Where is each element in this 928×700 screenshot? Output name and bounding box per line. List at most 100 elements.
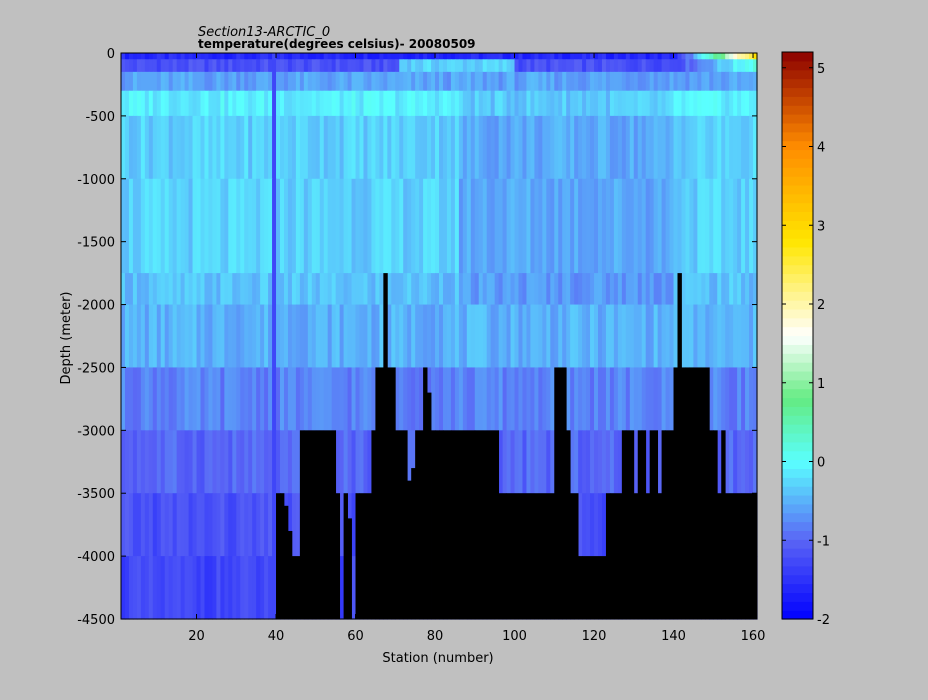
heatmap-cell xyxy=(685,71,691,92)
heatmap-cell xyxy=(645,273,651,306)
heatmap-cell xyxy=(256,53,261,60)
heatmap-cell xyxy=(252,53,257,60)
heatmap-cell xyxy=(558,178,563,274)
heatmap-cell xyxy=(427,71,432,92)
heatmap-cell xyxy=(212,430,217,494)
heatmap-cell xyxy=(566,273,571,306)
heatmap-cell xyxy=(351,493,357,557)
heatmap-cell xyxy=(733,53,738,60)
heatmap-cell xyxy=(395,273,400,306)
heatmap-cell xyxy=(657,430,663,494)
heatmap-cell xyxy=(132,71,138,92)
heatmap-cell xyxy=(319,90,325,117)
heatmap-cell xyxy=(268,178,273,274)
heatmap-cell xyxy=(665,59,671,73)
heatmap-cell xyxy=(363,115,369,180)
heatmap-cell xyxy=(268,304,273,369)
heatmap-cell xyxy=(526,367,532,431)
heatmap-cell xyxy=(339,367,345,431)
heatmap-cell xyxy=(450,178,456,274)
heatmap-cell xyxy=(403,304,408,369)
heatmap-cell xyxy=(307,178,313,274)
colorbar-swatch xyxy=(782,548,813,558)
y-tick-label: -2500 xyxy=(77,361,115,376)
heatmap-cell xyxy=(291,178,297,274)
heatmap-cell xyxy=(164,273,170,306)
colorbar-swatch xyxy=(782,362,813,372)
y-tick-label: -4000 xyxy=(77,550,115,565)
heatmap-cell xyxy=(705,273,710,306)
heatmap-cell xyxy=(351,115,357,180)
heatmap-cell xyxy=(359,304,365,369)
heatmap-cell xyxy=(172,556,178,620)
heatmap-cell xyxy=(399,71,404,92)
heatmap-cell xyxy=(637,367,643,431)
x-tick-label: 40 xyxy=(268,629,285,644)
heatmap-cell xyxy=(140,53,146,60)
heatmap-cell xyxy=(701,90,706,117)
heatmap-cell xyxy=(439,71,444,92)
heatmap-cell xyxy=(164,493,170,557)
heatmap-cell xyxy=(311,90,317,117)
heatmap-cell xyxy=(387,59,392,73)
heatmap-cell xyxy=(224,178,229,274)
heatmap-cell xyxy=(665,273,671,306)
heatmap-cell xyxy=(419,71,424,92)
heatmap-cell xyxy=(351,367,357,431)
heatmap-cell xyxy=(554,115,559,180)
heatmap-cell xyxy=(558,304,563,369)
heatmap-cell xyxy=(124,430,130,494)
heatmap-cell xyxy=(685,304,691,369)
heatmap-cell xyxy=(601,59,607,73)
heatmap-cell xyxy=(502,90,508,117)
heatmap-cell xyxy=(264,115,269,180)
heatmap-cell xyxy=(224,53,229,60)
heatmap-cell xyxy=(737,53,742,60)
colorbar-swatch xyxy=(782,308,813,319)
heatmap-cell xyxy=(359,367,365,431)
heatmap-cell xyxy=(331,90,337,117)
heatmap-cell xyxy=(617,430,623,494)
heatmap-cell xyxy=(458,71,464,92)
heatmap-cell xyxy=(128,53,134,60)
heatmap-cell xyxy=(164,53,170,60)
heatmap-cell xyxy=(164,304,170,369)
heatmap-cell xyxy=(717,367,722,431)
heatmap-cell xyxy=(140,115,146,180)
heatmap-cell xyxy=(140,178,146,274)
heatmap-cell xyxy=(367,115,373,180)
heatmap-cell xyxy=(673,115,679,180)
heatmap-cell xyxy=(379,273,384,306)
heatmap-cell xyxy=(510,90,516,117)
heatmap-cell xyxy=(633,115,639,180)
heatmap-cell xyxy=(144,59,150,73)
heatmap-cell xyxy=(236,53,241,60)
heatmap-cell xyxy=(407,90,412,117)
heatmap-cell xyxy=(295,115,301,180)
heatmap-cell xyxy=(598,178,603,274)
heatmap-cell xyxy=(498,71,504,92)
heatmap-cell xyxy=(442,90,448,117)
colorbar-swatch xyxy=(782,140,813,151)
heatmap-cell xyxy=(283,71,289,92)
heatmap-cell xyxy=(613,178,619,274)
heatmap-cell xyxy=(685,59,691,73)
heatmap-cell xyxy=(725,90,730,117)
heatmap-cell xyxy=(224,90,229,117)
heatmap-cell xyxy=(144,493,150,557)
heatmap-cell xyxy=(645,71,651,92)
heatmap-cell xyxy=(645,115,651,180)
heatmap-cell xyxy=(252,59,257,73)
heatmap-cell xyxy=(721,304,726,369)
heatmap-cell xyxy=(621,90,627,117)
heatmap-cell xyxy=(339,90,345,117)
heatmap-cell xyxy=(121,273,126,306)
heatmap-cell xyxy=(395,90,400,117)
heatmap-cell xyxy=(140,556,146,620)
x-tick-label: 80 xyxy=(427,629,444,644)
heatmap-cell xyxy=(522,304,528,369)
heatmap-cell xyxy=(617,59,623,73)
colorbar-swatch xyxy=(782,539,813,549)
heatmap-cell xyxy=(570,304,575,369)
heatmap-cell xyxy=(442,115,448,180)
